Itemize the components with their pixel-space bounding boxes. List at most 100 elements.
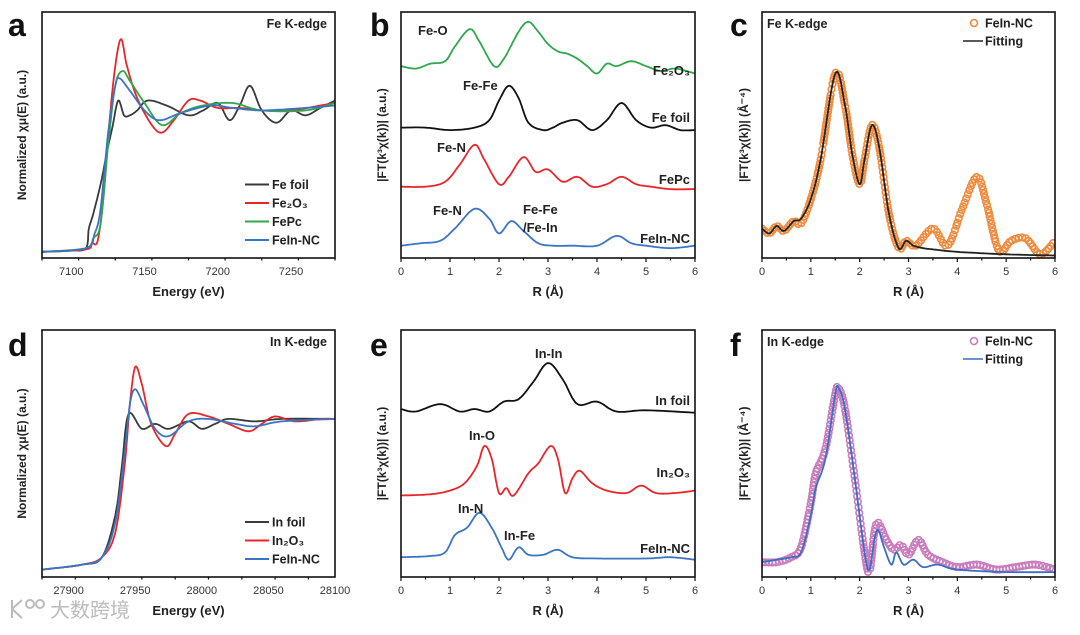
x-tick-label: 28050 — [253, 585, 284, 597]
x-tick-label: 4 — [954, 585, 960, 597]
data-point — [982, 201, 992, 210]
annotation-label: FeIn-NC — [640, 231, 690, 246]
y-axis-label: |FT(k³χ(k))| (a.u.) — [375, 88, 389, 182]
x-tick-label: 27950 — [120, 585, 151, 597]
data-point — [810, 474, 819, 483]
data-point — [808, 489, 817, 498]
data-point — [976, 178, 986, 187]
data-point — [1048, 238, 1055, 248]
panel-letter: a — [8, 7, 26, 43]
data-point — [1042, 562, 1051, 572]
x-tick-label: 3 — [545, 585, 551, 597]
series-In foil — [401, 362, 695, 414]
x-tick-label: 7100 — [59, 266, 83, 278]
legend-label: In foil — [272, 516, 305, 530]
x-tick-label: 6 — [1052, 585, 1058, 597]
x-axis-label: Energy (eV) — [152, 284, 224, 299]
legend-item: In foil — [245, 516, 305, 530]
legend-label: FeIn-NC — [272, 234, 320, 248]
legend-label: In₂O₃ — [272, 534, 304, 548]
annotation-label: /Fe-In — [523, 220, 558, 235]
x-tick-label: 4 — [954, 266, 960, 278]
annotation-label: In-O — [469, 428, 495, 443]
y-axis-label: |FT(k³χ(k))| (Å⁻⁴) — [736, 407, 751, 501]
series-line — [401, 20, 695, 75]
annotation-label: Fe₂O₃ — [653, 63, 690, 78]
data-point — [891, 235, 900, 245]
series-line — [401, 84, 695, 132]
legend-label: Fitting — [985, 35, 1023, 49]
x-tick-label: 28000 — [187, 585, 218, 597]
panel-e: 0 1 2 3 4 5 6 R (Å) |FT(k³χ(k))| (a.u.) e In-In In … — [370, 327, 698, 618]
series-FeIn-NC — [401, 511, 695, 561]
legend-label: Fitting — [985, 353, 1023, 367]
series-Fe foil — [42, 84, 335, 253]
data-point — [807, 191, 816, 200]
annotation-label: In-N — [458, 501, 483, 516]
legend-item: FeIn-NC — [245, 234, 320, 248]
series-FeIn-NC — [762, 68, 1055, 258]
legend-marker — [969, 336, 979, 346]
x-axis-label: R (Å) — [893, 603, 924, 618]
data-point — [979, 189, 989, 198]
data-point — [950, 226, 959, 235]
series-line — [42, 365, 335, 571]
x-tick-label: 3 — [905, 585, 911, 597]
series-Fitting — [762, 384, 1055, 574]
data-point — [985, 212, 994, 221]
legend-item: FeIn-NC — [245, 553, 320, 567]
legend-item: In₂O₃ — [245, 534, 304, 548]
series-FeIn-NC — [401, 207, 695, 250]
x-tick-label: 2 — [496, 266, 502, 278]
series-line — [401, 207, 695, 250]
x-tick-label: 0 — [759, 266, 765, 278]
series-line — [401, 143, 695, 191]
x-tick-label: 6 — [1052, 266, 1058, 278]
x-tick-label: 1 — [808, 585, 814, 597]
series-line — [401, 362, 695, 414]
data-point — [978, 185, 988, 195]
legend-item: Fe foil — [245, 178, 309, 192]
legend-label: FeIn-NC — [985, 17, 1033, 31]
annotation-label: FePc — [659, 172, 690, 187]
y-axis-label: |FT(k³χ(k))| (a.u.) — [375, 407, 389, 501]
series-line — [401, 511, 695, 561]
data-point — [821, 444, 830, 453]
legend-item: FeIn-NC — [969, 335, 1033, 349]
legend-marker — [969, 18, 979, 28]
x-tick-label: 5 — [1003, 585, 1009, 597]
data-point — [1018, 233, 1027, 242]
annotation-label: In₂O₃ — [657, 465, 690, 480]
panel-title: Fe K-edge — [767, 17, 827, 31]
legend-label: FePc — [272, 215, 302, 229]
x-tick-label: 5 — [643, 585, 649, 597]
panel-a: 7100 7150 7200 7250 Energy (eV) Normalized χμ… — [8, 7, 336, 299]
panel-letter: f — [730, 327, 741, 363]
data-point — [988, 227, 998, 236]
annotation-label: Fe-N — [437, 140, 466, 155]
data-point — [962, 194, 971, 203]
x-tick-label: 5 — [643, 266, 649, 278]
x-axis-label: R (Å) — [532, 284, 563, 299]
panel-letter: b — [370, 7, 390, 43]
legend-item: FeIn-NC — [969, 17, 1033, 31]
x-tick-label: 27900 — [53, 585, 84, 597]
x-tick-label: 28100 — [320, 585, 351, 597]
x-tick-label: 3 — [905, 266, 911, 278]
series-In foil — [42, 411, 335, 571]
data-point — [949, 230, 958, 239]
legend-item: FePc — [245, 215, 302, 229]
x-tick-label: 6 — [692, 585, 698, 597]
x-tick-label: 7250 — [279, 266, 303, 278]
panel-letter: c — [730, 7, 748, 43]
watermark-logo-icon — [11, 599, 45, 619]
data-point — [984, 208, 994, 217]
legend-label: Fe₂O₃ — [272, 197, 308, 211]
panel-f: 0 1 2 3 4 5 6 R (Å) |FT(k³χ(k))| (Å⁻⁴) f In K-edge… — [730, 327, 1058, 618]
panel-title: In K-edge — [270, 335, 327, 349]
series-line — [401, 445, 695, 497]
x-tick-label: 2 — [496, 585, 502, 597]
legend-label: FeIn-NC — [985, 335, 1033, 349]
series-FeIn-NC — [42, 388, 335, 571]
